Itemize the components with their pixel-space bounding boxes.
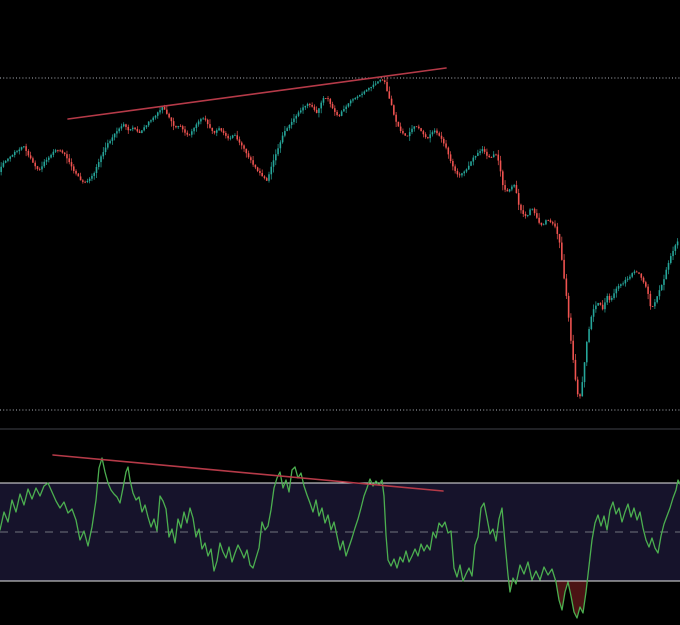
rsi-trendline-drawing[interactable] (52, 454, 444, 492)
candlestick-series (0, 77, 679, 399)
price-trendline-drawing[interactable] (67, 67, 447, 120)
rsi-plot-line (0, 457, 680, 619)
rsi-pane[interactable] (0, 454, 680, 619)
rsi-band-fill (0, 483, 680, 581)
price-pane[interactable] (0, 67, 680, 411)
